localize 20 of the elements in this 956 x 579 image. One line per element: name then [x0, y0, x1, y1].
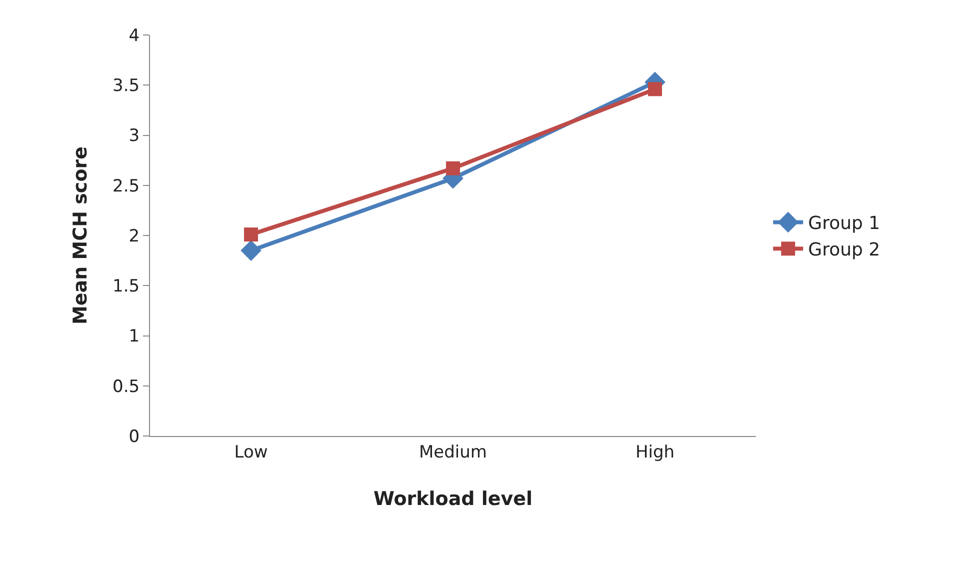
point: [244, 228, 258, 242]
point: [446, 161, 460, 176]
x-tick-label: Medium: [419, 442, 487, 462]
legend-label: Group 1: [808, 213, 880, 234]
y-tick-label: 0.5: [112, 376, 140, 397]
y-axis-title: Mean MCH score: [69, 146, 92, 325]
y-tick-label: 4: [128, 26, 140, 46]
y-tick-label: 1.5: [112, 276, 140, 297]
point: [240, 240, 262, 261]
y-tick-label: 3: [128, 126, 140, 146]
point: [648, 82, 662, 96]
y-tick-label: 3.5: [112, 76, 140, 96]
x-tick-label: High: [635, 442, 675, 462]
y-tick-label: 2.5: [112, 176, 140, 196]
y-tick-label: 0: [128, 426, 140, 447]
x-axis-title: Workload level: [373, 488, 533, 510]
legend-label: Group 2: [808, 240, 880, 261]
y-tick-label: 2: [128, 226, 140, 246]
y-tick-label: 1: [128, 326, 140, 347]
x-tick-label: Low: [234, 442, 268, 462]
